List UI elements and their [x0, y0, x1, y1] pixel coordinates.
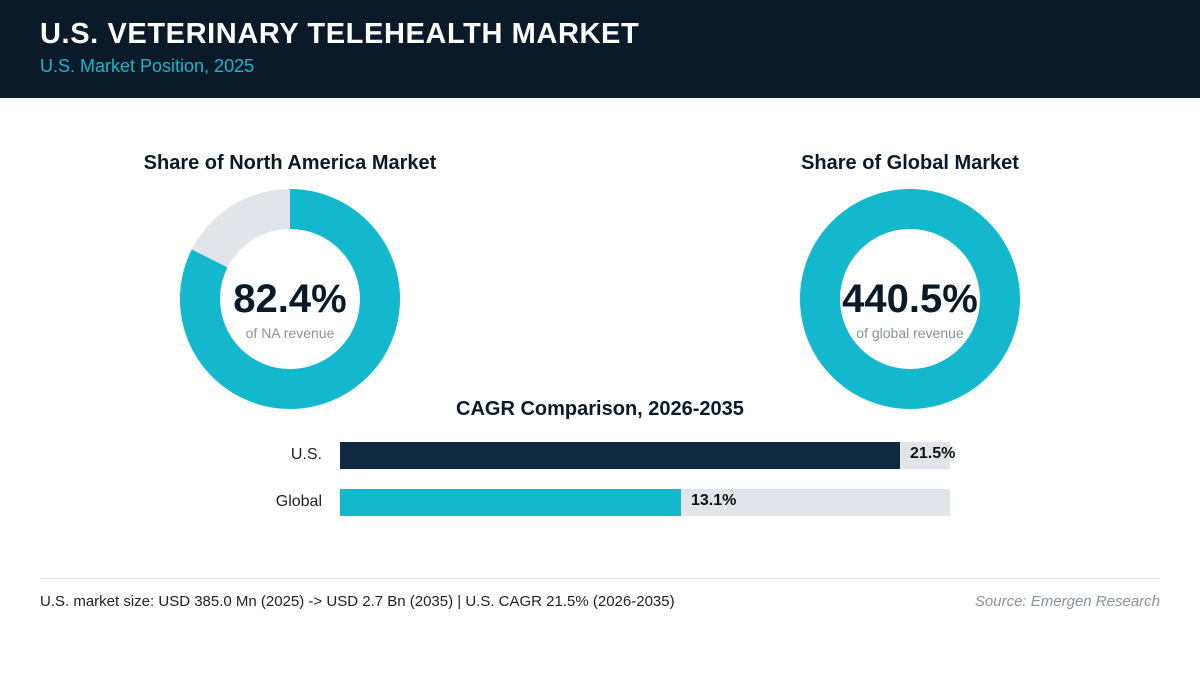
- global-share-donut: [800, 189, 1020, 409]
- global-share-caption: of global revenue: [856, 325, 964, 341]
- na-donut-title: Share of North America Market: [143, 152, 437, 174]
- page-subtitle: U.S. Market Position, 2025: [40, 56, 255, 76]
- footer-divider: [40, 578, 1160, 579]
- bar-global: [340, 489, 681, 516]
- na-share-caption: of NA revenue: [245, 325, 335, 341]
- bar-track-us: [340, 442, 950, 469]
- bar-value-global: 13.1%: [691, 492, 737, 509]
- cagr-bar-row-global: Global 13.1%: [0, 489, 1200, 517]
- na-share-value: 82.4%: [233, 277, 347, 321]
- footer-note: U.S. market size: USD 385.0 Mn (2025) ->…: [40, 593, 675, 610]
- global-donut-title: Share of Global Market: [801, 152, 1019, 174]
- global-share-slice: [800, 189, 1020, 409]
- global-share-value: 440.5%: [842, 277, 978, 321]
- bar-value-us: 21.5%: [910, 445, 956, 462]
- cagr-chart-title: CAGR Comparison, 2026-2035: [456, 398, 744, 420]
- page-title: U.S. VETERINARY TELEHEALTH MARKET: [40, 18, 640, 50]
- footer-source: Source: Emergen Research: [974, 593, 1160, 610]
- na-share-donut: [180, 189, 400, 409]
- header-bar: U.S. VETERINARY TELEHEALTH MARKET U.S. M…: [0, 0, 1200, 98]
- na-share-slice: [180, 189, 400, 409]
- bar-us: [340, 442, 900, 469]
- bar-label-us: U.S.: [290, 446, 322, 463]
- cagr-bar-row-us: U.S. 21.5%: [0, 442, 1200, 470]
- bar-track-global: [340, 489, 950, 516]
- bar-label-global: Global: [275, 493, 322, 510]
